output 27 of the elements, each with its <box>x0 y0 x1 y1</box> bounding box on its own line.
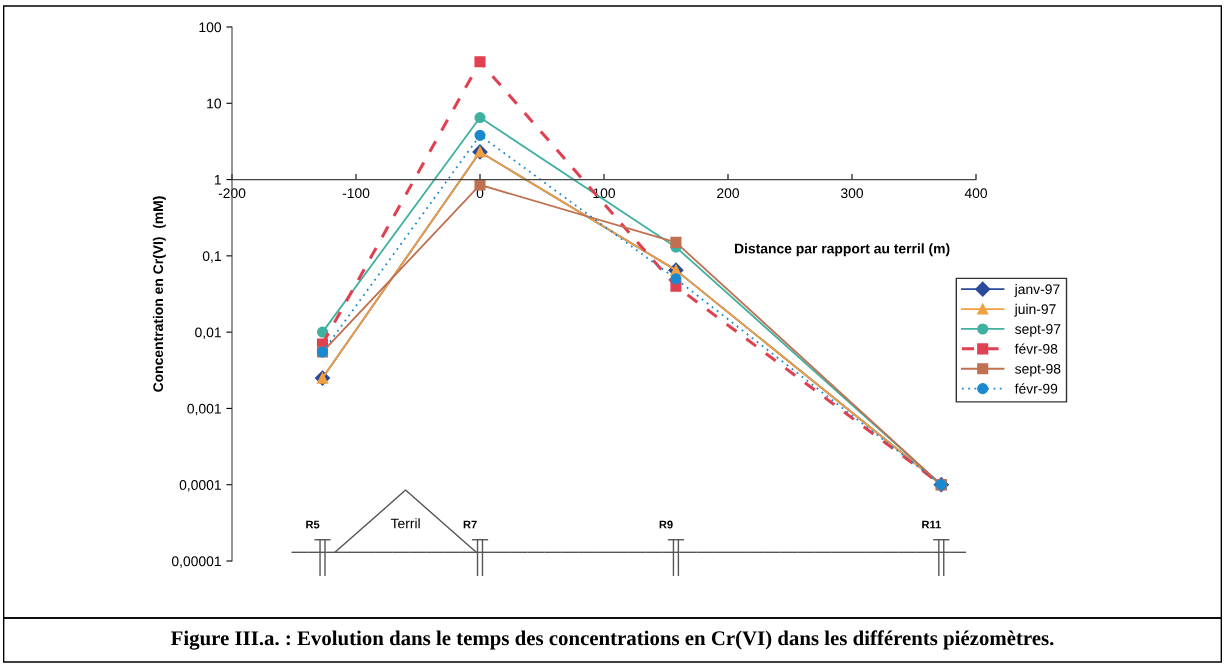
annotation: R9 <box>659 520 673 529</box>
annotation: R7 <box>463 520 477 529</box>
legend-label: sept-98 <box>1015 363 1061 377</box>
y-tick-label: 0,1 <box>202 251 221 263</box>
legend-label: juin-97 <box>1014 303 1056 317</box>
y-tick-label: 10 <box>207 98 222 109</box>
legend-label: janv-97 <box>1014 283 1060 297</box>
x-tick-label: -200 <box>218 188 246 199</box>
x-tick-label: 300 <box>840 188 864 199</box>
x-axis-title: Distance par rapport au terril (m) <box>734 243 950 257</box>
y-axis-title: Concentration en Cr(VI) (mM) <box>152 196 166 392</box>
legend-label: févr-99 <box>1014 383 1058 394</box>
text: Figure III.a. : Evolution dans le temps des concentrations en Cr(VI) dans les différents piézomètres. <box>171 630 1054 650</box>
legend-label: sept-97 <box>1015 324 1061 337</box>
annotation: Terril <box>390 518 420 529</box>
legend-label: févr-98 <box>1014 343 1058 354</box>
y-tick-label: 1 <box>214 175 221 185</box>
x-tick-label: 400 <box>964 188 988 199</box>
x-tick-label: -100 <box>342 188 370 199</box>
y-tick-label: 100 <box>199 22 222 33</box>
annotation: R11 <box>922 520 941 529</box>
y-tick-label: 0,00001 <box>171 556 221 568</box>
annotation: R5 <box>306 520 320 529</box>
y-tick-label: 0,0001 <box>179 480 221 492</box>
x-tick-label: 200 <box>717 188 740 199</box>
y-tick-label: 0,01 <box>195 327 221 339</box>
y-tick-label: 0,001 <box>187 403 221 416</box>
